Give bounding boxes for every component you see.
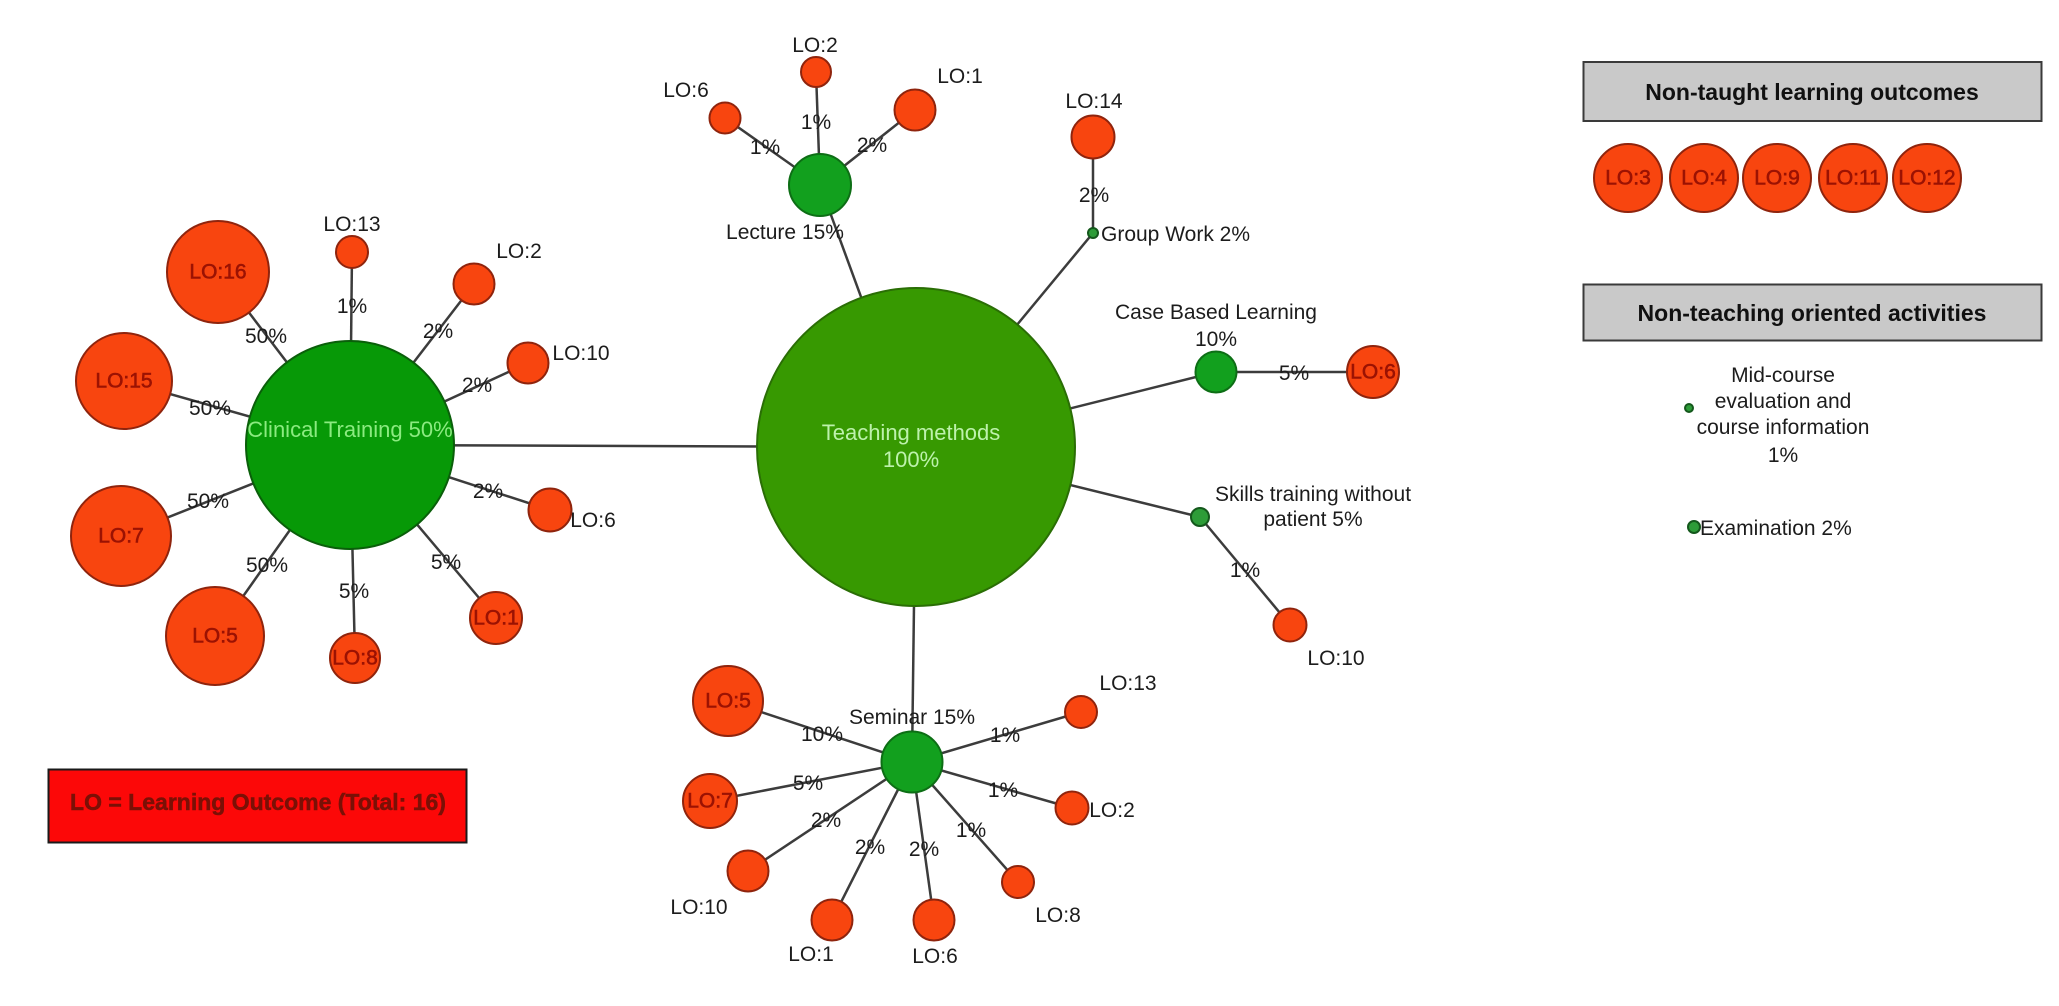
svg-text:LO:6: LO:6 [663,79,709,102]
svg-text:LO:2: LO:2 [792,34,838,57]
svg-text:Skills training without: Skills training without [1215,483,1411,506]
svg-text:50%: 50% [189,397,231,420]
svg-text:2%: 2% [473,480,503,503]
svg-text:LO:1: LO:1 [473,607,519,630]
svg-text:2%: 2% [1079,184,1109,207]
svg-text:50%: 50% [245,325,287,348]
svg-text:5%: 5% [339,580,369,603]
svg-text:1%: 1% [988,779,1018,802]
svg-text:Non-taught learning outcomes: Non-taught learning outcomes [1645,79,1979,105]
svg-text:Teaching methods: Teaching methods [822,420,1001,445]
svg-text:LO:13: LO:13 [1099,672,1156,695]
svg-text:LO:11: LO:11 [1825,167,1881,190]
svg-text:LO:16: LO:16 [189,261,246,284]
svg-text:LO:10: LO:10 [1307,647,1364,670]
svg-text:Group Work 2%: Group Work 2% [1101,223,1250,246]
svg-text:Seminar 15%: Seminar 15% [849,706,975,729]
svg-text:1%: 1% [337,295,367,318]
svg-text:2%: 2% [811,809,841,832]
svg-text:1%: 1% [990,724,1020,747]
svg-text:5%: 5% [1279,362,1309,385]
svg-text:LO:13: LO:13 [323,213,380,236]
svg-text:LO:12: LO:12 [1898,167,1955,190]
svg-text:LO:6: LO:6 [1350,361,1396,384]
svg-text:LO:2: LO:2 [1089,799,1135,822]
svg-text:evaluation and: evaluation and [1715,390,1852,413]
svg-text:LO:6: LO:6 [912,945,958,968]
svg-text:1%: 1% [750,136,780,159]
svg-text:LO:14: LO:14 [1065,90,1123,113]
svg-text:LO:8: LO:8 [332,647,378,670]
svg-text:50%: 50% [246,554,288,577]
svg-text:LO:7: LO:7 [98,525,144,548]
svg-text:1%: 1% [801,111,831,134]
svg-text:2%: 2% [855,836,885,859]
svg-text:5%: 5% [793,772,823,795]
svg-text:LO:7: LO:7 [687,790,733,813]
svg-text:LO:1: LO:1 [937,65,983,88]
svg-text:LO:3: LO:3 [1605,167,1651,190]
svg-text:LO:5: LO:5 [705,690,751,713]
svg-text:LO:5: LO:5 [192,625,238,648]
svg-text:LO:4: LO:4 [1681,167,1727,190]
svg-text:Case Based Learning: Case Based Learning [1115,301,1317,324]
svg-text:LO:2: LO:2 [496,240,542,263]
svg-text:Lecture 15%: Lecture 15% [726,221,844,244]
svg-text:LO:15: LO:15 [95,370,152,393]
svg-text:LO:1: LO:1 [788,943,834,966]
svg-text:Clinical Training 50%: Clinical Training 50% [247,417,452,442]
svg-text:course information: course information [1697,416,1870,439]
svg-text:Non-teaching oriented activiti: Non-teaching oriented activities [1638,300,1987,326]
svg-text:LO:9: LO:9 [1754,167,1800,190]
svg-text:100%: 100% [883,447,939,472]
svg-text:1%: 1% [1230,559,1260,582]
svg-text:1%: 1% [956,819,986,842]
svg-text:2%: 2% [462,374,492,397]
svg-text:2%: 2% [423,320,453,343]
svg-text:10%: 10% [1195,328,1237,351]
svg-text:LO:10: LO:10 [552,342,609,365]
svg-text:2%: 2% [857,134,887,157]
svg-text:50%: 50% [187,490,229,513]
svg-text:Mid-course: Mid-course [1731,364,1835,387]
svg-text:LO:6: LO:6 [570,509,616,532]
svg-text:10%: 10% [801,723,843,746]
svg-text:LO = Learning Outcome (Total:: LO = Learning Outcome (Total: 16) [70,789,446,815]
svg-text:LO:10: LO:10 [670,896,727,919]
svg-text:LO:8: LO:8 [1035,904,1081,927]
svg-text:patient 5%: patient 5% [1263,508,1362,531]
svg-text:5%: 5% [431,551,461,574]
svg-text:1%: 1% [1768,444,1798,467]
svg-text:2%: 2% [909,838,939,861]
svg-text:Examination 2%: Examination 2% [1700,517,1852,540]
